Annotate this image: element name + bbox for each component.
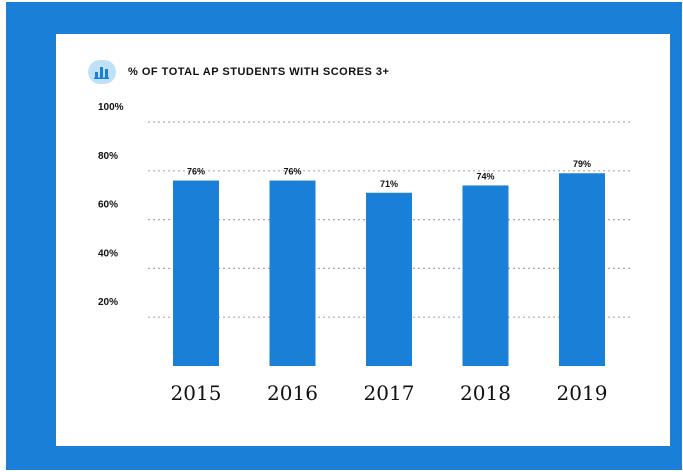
bar-chart: 20% 40% 60% 80% 100% 76% 2015 76% 2016 71% 2017 74%… [98, 102, 632, 405]
data-label: 71% [380, 179, 398, 189]
data-label: 79% [573, 159, 591, 169]
data-label: 76% [283, 167, 301, 177]
data-label: 74% [476, 171, 494, 181]
x-tick-label: 2018 [460, 381, 511, 405]
y-tick-label: 100% [98, 102, 124, 113]
x-tick-label: 2017 [364, 381, 415, 405]
bar [559, 173, 605, 366]
chart-title: % OF TOTAL AP STUDENTS WITH SCORES 3+ [128, 66, 390, 78]
y-tick-label: 40% [98, 248, 118, 259]
bar [366, 192, 412, 366]
bar-chart-icon [88, 60, 116, 84]
y-tick-label: 20% [98, 297, 118, 308]
outer-frame: % OF TOTAL AP STUDENTS WITH SCORES 3+ 20… [6, 2, 682, 470]
x-tick-label: 2019 [557, 381, 608, 405]
x-tick-label: 2015 [171, 381, 222, 405]
data-label: 76% [187, 167, 205, 177]
y-tick-label: 60% [98, 200, 118, 211]
x-tick-label: 2016 [267, 381, 318, 405]
chart-header: % OF TOTAL AP STUDENTS WITH SCORES 3+ [88, 60, 389, 84]
bar [269, 180, 316, 366]
y-tick-label: 80% [98, 151, 118, 162]
chart-card: % OF TOTAL AP STUDENTS WITH SCORES 3+ 20… [56, 34, 670, 446]
bar [462, 185, 509, 366]
bar [173, 180, 219, 366]
